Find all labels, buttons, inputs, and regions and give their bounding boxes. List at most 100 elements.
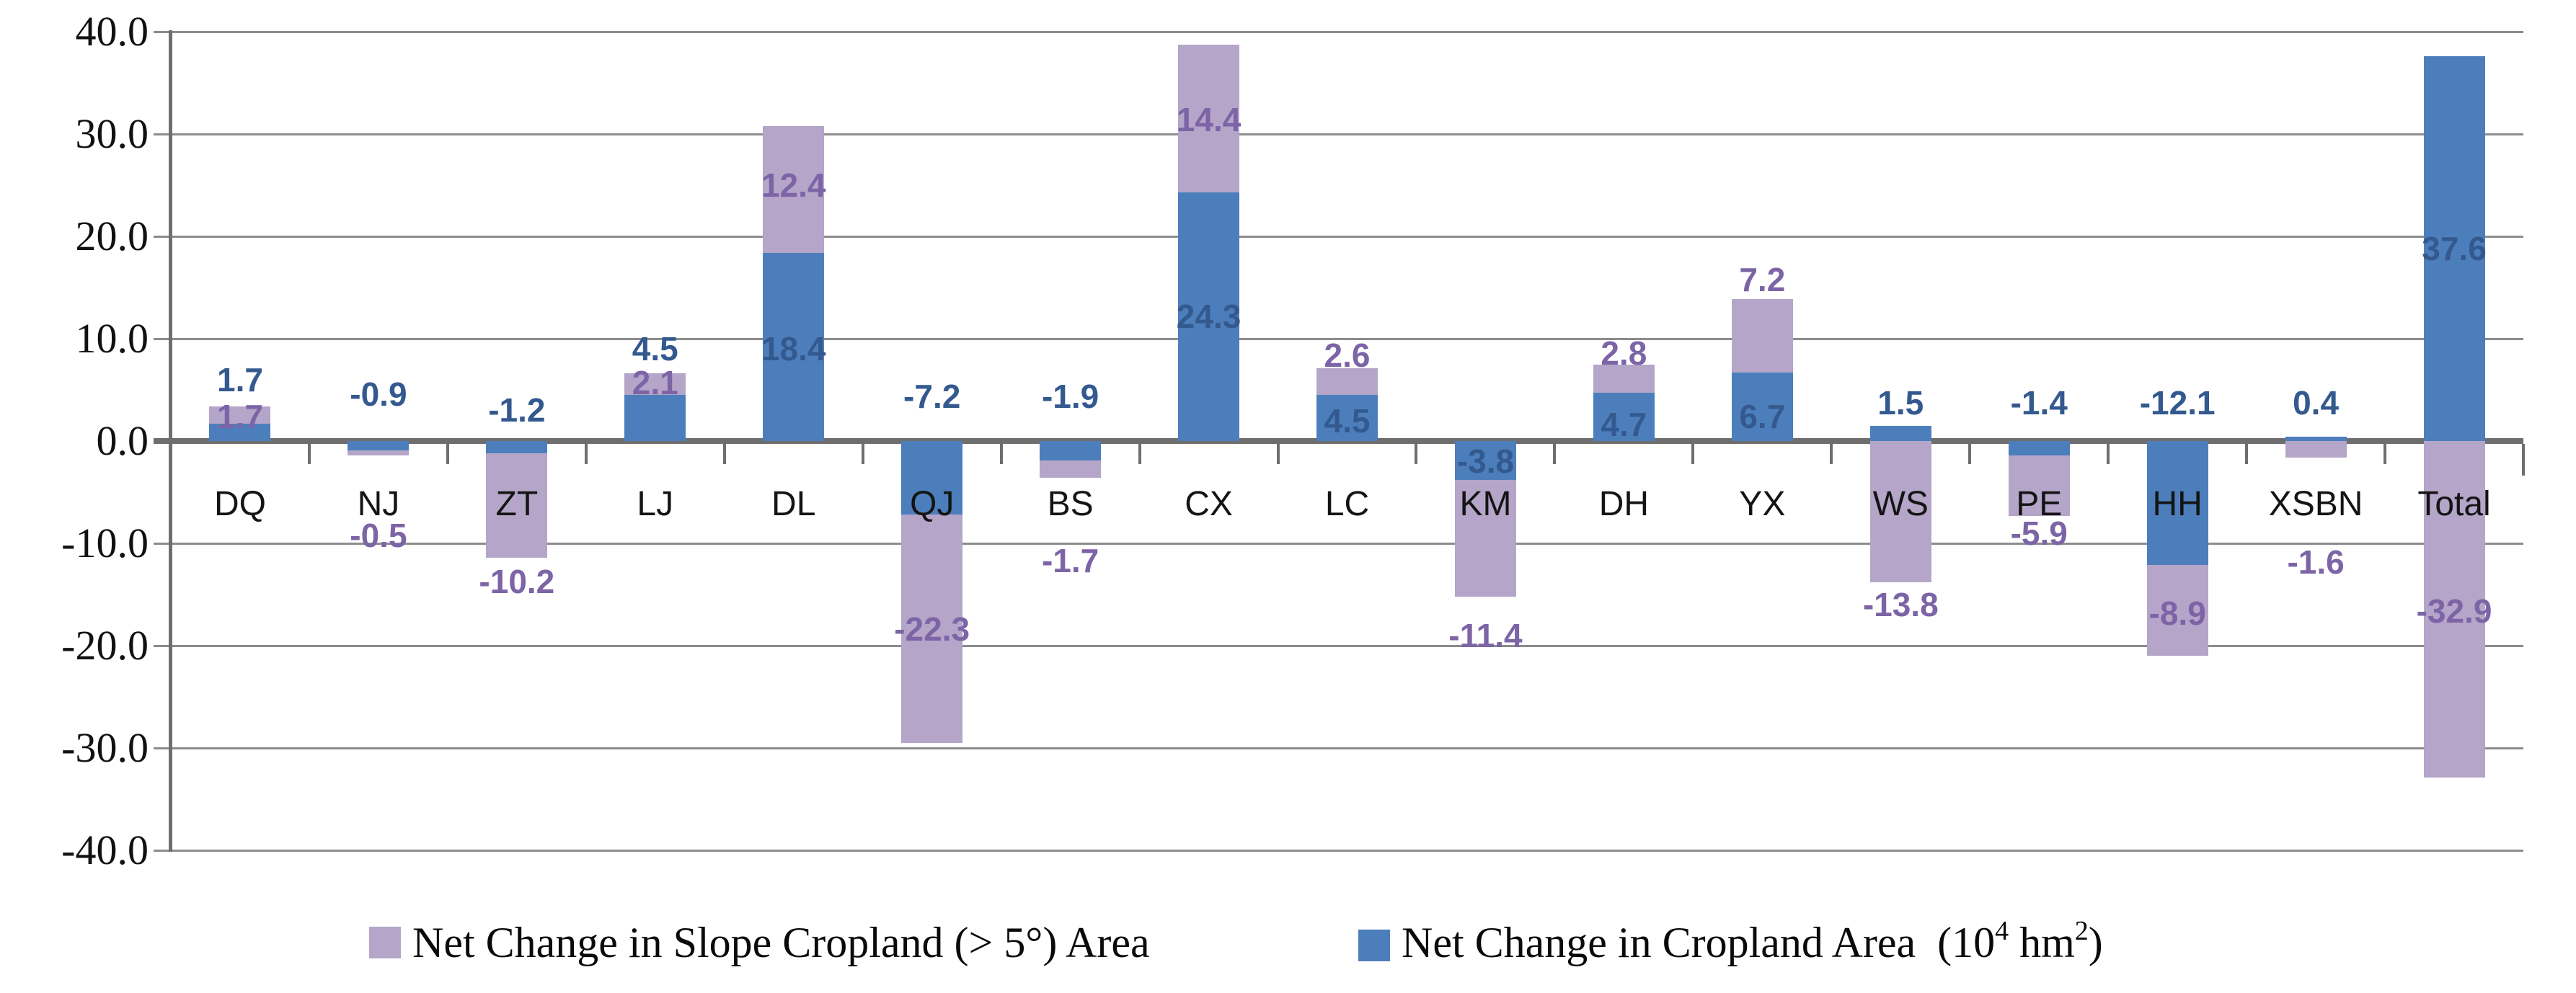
bar-label-slope-cropland-area-LJ: 2.1 [632,364,678,402]
bar-segment-slope-cropland-area-HH [2146,564,2208,656]
x-axis-tick [2384,444,2387,464]
x-axis-tick [1830,444,1833,464]
bar-label-cropland-area-WS: 1.5 [1877,384,1924,422]
bar-label-slope-cropland-area-CX: 14.4 [1176,101,1241,139]
bar-label-cropland-area-DH: 4.7 [1601,406,1647,444]
x-axis-tick [584,444,588,464]
x-axis-tick [307,444,311,464]
bar-segment-slope-cropland-area-DH [1593,364,1655,393]
legend-label-part: hm [2009,919,2075,966]
bar-segment-slope-cropland-area-KM [1454,479,1516,597]
legend-swatch-cropland-area [1358,930,1390,961]
legend-superscript-4: 4 [1995,916,2009,946]
bar-label-cropland-area-YX: 6.7 [1739,397,1786,435]
bar-segment-cropland-area-ZT [486,441,548,454]
bar-segment-cropland-area-NJ [348,441,410,450]
category-label-DL: DL [771,485,816,523]
category-label-YX: YX [1739,485,1786,523]
bar-label-cropland-area-DQ: 1.7 [216,360,263,398]
gridline--20 [154,644,2523,647]
x-axis-tick [2245,444,2249,464]
bar-segment-slope-cropland-area-WS [1869,441,1931,582]
legend-label-slope-cropland: Net Change in Slope Cropland (> 5°) Area [412,919,1150,966]
bar-label-slope-cropland-area-DL: 12.4 [761,166,826,204]
x-axis-tick [1138,444,1141,464]
legend-label-part: ) [2088,919,2103,966]
x-axis-tick [1276,444,1280,464]
y-tick-label-40.0: 40.0 [75,8,149,55]
bar-label-slope-cropland-area-QJ: -22.3 [894,610,970,649]
bar-segment-slope-cropland-area-LJ [624,373,686,396]
y-tick-label-20.0: 20.0 [75,213,149,259]
bar-segment-cropland-area-BS [1040,441,1102,460]
bar-label-cropland-area-NJ: -0.9 [350,375,407,413]
bar-label-cropland-area-CX: 24.3 [1176,297,1241,335]
bar-label-slope-cropland-area-YX: 7.2 [1739,260,1786,298]
bar-label-slope-cropland-area-PE: -5.9 [2010,514,2068,552]
gridline-10 [154,337,2523,340]
x-axis-tick [1415,444,1418,464]
bar-label-slope-cropland-area-DH: 2.8 [1601,334,1647,372]
gridline-20 [154,235,2523,238]
bar-segment-slope-cropland-area-CX [1178,45,1240,192]
bar-segment-cropland-area-WS [1869,425,1931,441]
category-label-ZT: ZT [495,485,539,523]
bar-label-cropland-area-XSBN: 0.4 [2293,384,2340,422]
bar-segment-cropland-area-DL [763,252,825,441]
gridline-30 [154,133,2523,135]
category-label-BS: BS [1047,485,1094,523]
bar-segment-cropland-area-DQ [209,423,271,441]
bar-label-cropland-area-PE: -1.4 [2010,384,2068,422]
bar-segment-slope-cropland-area-ZT [486,453,548,558]
y-tick-label--30.0: -30.0 [61,724,149,771]
category-label-HH: HH [2152,485,2203,523]
category-label-PE: PE [2016,485,2063,523]
category-label-DQ: DQ [213,485,266,523]
bar-segment-slope-cropland-area-DL [763,125,825,253]
bar-segment-slope-cropland-area-XSBN [2285,441,2347,458]
bar-label-slope-cropland-area-ZT: -10.2 [479,562,555,600]
bar-label-slope-cropland-area-BS: -1.7 [1041,542,1099,580]
category-label-LC: LC [1324,485,1370,523]
bar-segment-cropland-area-DH [1593,393,1655,441]
bar-label-slope-cropland-area-Total: -32.9 [2416,592,2492,630]
x-axis-tick [999,444,1003,464]
bar-segment-slope-cropland-area-BS [1040,460,1102,478]
gridline-40 [154,30,2523,33]
bar-segment-cropland-area-LJ [624,395,686,441]
chart-legend: Net Change in Slope Cropland (> 5°) Area… [0,916,2576,981]
bar-segment-cropland-area-HH [2146,441,2208,565]
bar-label-slope-cropland-area-NJ: -0.5 [350,516,407,554]
gridline--10 [154,542,2523,545]
x-axis-tick [2107,444,2110,464]
bar-segment-cropland-area-KM [1454,441,1516,480]
category-label-NJ: NJ [357,485,400,523]
x-axis-tick [1691,444,1695,464]
bar-segment-cropland-area-XSBN [2285,437,2347,441]
bar-segment-cropland-area-PE [2008,441,2070,455]
bar-label-cropland-area-ZT: -1.2 [488,391,546,429]
x-axis-tick [722,444,726,464]
y-tick-label-0.0: 0.0 [96,417,149,464]
gridline--40 [154,849,2523,852]
x-axis-tick [446,444,449,464]
category-label-Total: Total [2417,485,2491,523]
y-tick-label--40.0: -40.0 [61,827,149,873]
category-label-XSBN: XSBN [2268,485,2363,523]
bar-label-cropland-area-LJ: 4.5 [632,330,678,368]
bar-label-cropland-area-Total: 37.6 [2422,230,2487,268]
category-label-DH: DH [1598,485,1650,523]
legend-item-slope-cropland: Net Change in Slope Cropland (> 5°) Area [369,917,1150,968]
bar-label-slope-cropland-area-HH: -8.9 [2148,594,2206,632]
legend-swatch-slope-cropland [369,927,401,958]
bar-segment-cropland-area-QJ [901,441,963,515]
bar-label-cropland-area-BS: -1.9 [1041,377,1099,415]
legend-label-cropland-area: Net Change in Cropland Area (104 hm2) [1402,916,2103,974]
bar-segment-slope-cropland-area-DQ [209,406,271,424]
bar-segment-slope-cropland-area-YX [1731,298,1793,373]
bar-segment-slope-cropland-area-NJ [348,450,410,455]
bar-label-slope-cropland-area-WS: -13.8 [1862,586,1939,624]
bar-segment-slope-cropland-area-LC [1316,368,1378,396]
gridline--30 [154,747,2523,749]
